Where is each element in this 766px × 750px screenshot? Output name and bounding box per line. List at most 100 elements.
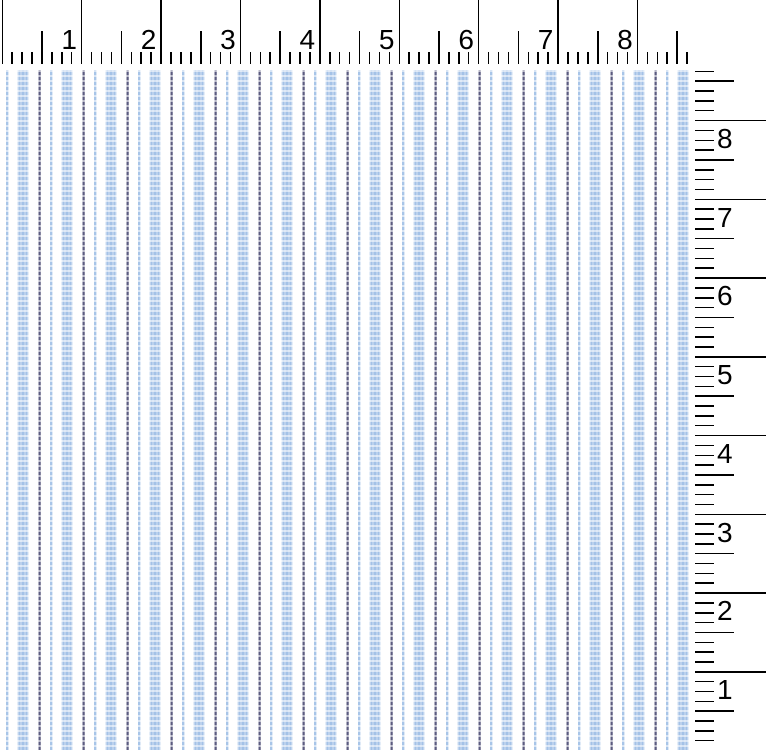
- eighth-inch-tick: [279, 52, 281, 64]
- eighth-inch-tick: [695, 297, 714, 299]
- eighth-inch-tick: [607, 52, 609, 64]
- half-inch-tick: [279, 31, 281, 52]
- inch-label: 4: [717, 440, 733, 468]
- eighth-inch-tick: [695, 189, 714, 191]
- half-inch-tick: [121, 31, 123, 52]
- eighth-inch-tick: [695, 415, 714, 417]
- eighth-inch-tick: [695, 346, 714, 348]
- eighth-inch-tick: [695, 464, 714, 466]
- eighth-inch-tick: [498, 52, 500, 64]
- eighth-inch-tick: [695, 563, 714, 565]
- eighth-inch-tick: [180, 52, 182, 64]
- vertical-inch-ruler: 87654321: [693, 66, 766, 750]
- half-inch-tick: [597, 31, 599, 52]
- eighth-inch-tick: [21, 52, 23, 64]
- eighth-inch-tick: [170, 52, 172, 64]
- eighth-inch-tick: [260, 52, 262, 64]
- eighth-inch-tick: [309, 52, 311, 64]
- eighth-inch-tick: [695, 277, 714, 279]
- inch-label: 4: [283, 26, 315, 54]
- inch-label: 3: [204, 26, 236, 54]
- eighth-inch-tick: [695, 474, 714, 476]
- eighth-inch-tick: [695, 701, 714, 703]
- eighth-inch-tick: [250, 52, 252, 64]
- inch-label: 1: [717, 676, 733, 704]
- eighth-inch-tick: [339, 52, 341, 64]
- eighth-inch-tick: [478, 52, 480, 64]
- eighth-inch-tick: [428, 52, 430, 64]
- fabric-swatch: [0, 70, 692, 750]
- eighth-inch-tick: [695, 573, 714, 575]
- inch-label: 7: [521, 26, 553, 54]
- eighth-inch-tick: [695, 592, 714, 594]
- half-inch-tick: [200, 31, 202, 52]
- eighth-inch-tick: [695, 514, 714, 516]
- eighth-inch-tick: [695, 681, 714, 683]
- eighth-inch-tick: [695, 336, 714, 338]
- eighth-inch-tick: [637, 52, 639, 64]
- eighth-inch-tick: [695, 691, 714, 693]
- eighth-inch-tick: [695, 642, 714, 644]
- eighth-inch-tick: [695, 140, 714, 142]
- inch-label: 8: [601, 26, 633, 54]
- eighth-inch-tick: [111, 52, 113, 64]
- eighth-inch-tick: [695, 661, 714, 663]
- eighth-inch-tick: [210, 52, 212, 64]
- eighth-inch-tick: [695, 80, 714, 82]
- eighth-inch-tick: [408, 52, 410, 64]
- half-inch-tick: [518, 31, 520, 52]
- eighth-inch-tick: [567, 52, 569, 64]
- eighth-inch-tick: [51, 52, 53, 64]
- eighth-inch-tick: [508, 52, 510, 64]
- eighth-inch-tick: [695, 435, 714, 437]
- inch-label: 2: [717, 597, 733, 625]
- eighth-inch-tick: [695, 622, 714, 624]
- eighth-inch-tick: [101, 52, 103, 64]
- inch-label: 1: [45, 26, 77, 54]
- eighth-inch-tick: [695, 455, 714, 457]
- eighth-inch-tick: [695, 553, 714, 555]
- eighth-inch-tick: [537, 52, 539, 64]
- eighth-inch-tick: [695, 632, 714, 634]
- eighth-inch-tick: [269, 52, 271, 64]
- eighth-inch-tick: [695, 425, 714, 427]
- eighth-inch-tick: [319, 52, 321, 64]
- eighth-inch-tick: [240, 52, 242, 64]
- eighth-inch-tick: [695, 307, 714, 309]
- eighth-inch-tick: [31, 52, 33, 64]
- eighth-inch-tick: [458, 52, 460, 64]
- eighth-inch-tick: [695, 671, 714, 673]
- eighth-inch-tick: [71, 52, 73, 64]
- eighth-inch-tick: [379, 52, 381, 64]
- eighth-inch-tick: [695, 405, 714, 407]
- inch-label: 2: [124, 26, 156, 54]
- eighth-inch-tick: [2, 52, 4, 64]
- eighth-inch-tick: [695, 218, 714, 220]
- eighth-inch-tick: [676, 52, 678, 64]
- eighth-inch-tick: [359, 52, 361, 64]
- eighth-inch-tick: [695, 740, 714, 742]
- eighth-inch-tick: [695, 199, 714, 201]
- eighth-inch-tick: [695, 356, 714, 358]
- eighth-inch-tick: [695, 543, 714, 545]
- eighth-inch-tick: [695, 612, 714, 614]
- eighth-inch-tick: [389, 52, 391, 64]
- eighth-inch-tick: [695, 179, 714, 181]
- eighth-inch-tick: [438, 52, 440, 64]
- eighth-inch-tick: [695, 159, 714, 161]
- eighth-inch-tick: [695, 720, 714, 722]
- half-inch-tick: [676, 31, 678, 52]
- eighth-inch-tick: [617, 52, 619, 64]
- eighth-inch-tick: [200, 52, 202, 64]
- eighth-inch-tick: [418, 52, 420, 64]
- eighth-inch-tick: [666, 52, 668, 64]
- eighth-inch-tick: [695, 504, 714, 506]
- eighth-inch-tick: [349, 52, 351, 64]
- eighth-inch-tick: [657, 52, 659, 64]
- eighth-inch-tick: [399, 52, 401, 64]
- half-inch-tick: [41, 31, 43, 52]
- eighth-inch-tick: [695, 130, 714, 132]
- eighth-inch-tick: [686, 52, 688, 64]
- eighth-inch-tick: [695, 376, 714, 378]
- eighth-inch-tick: [329, 52, 331, 64]
